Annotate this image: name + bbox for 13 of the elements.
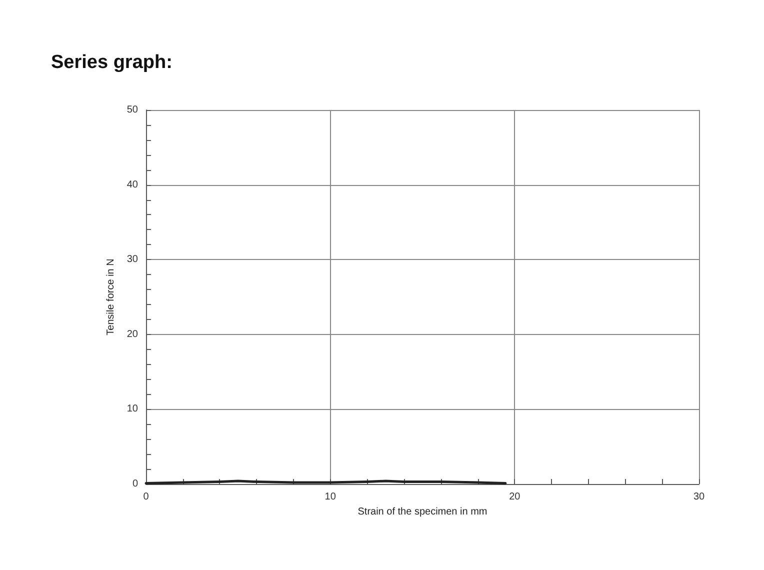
x-tick-label: 30: [693, 492, 705, 502]
y-tick-label: 20: [126, 328, 138, 340]
y-tick-label: 50: [126, 104, 138, 116]
x-axis-title: Strain of the specimen in mm: [358, 506, 488, 518]
y-tick-label: 30: [126, 254, 138, 266]
y-tick-label: 10: [126, 404, 138, 415]
chart-title: Series graph:: [51, 52, 172, 73]
y-axis-title: Tensile force in N: [105, 258, 116, 336]
y-tick-label: 40: [126, 179, 138, 190]
x-tick-label: 10: [324, 492, 336, 502]
x-tick-label: 20: [509, 492, 521, 502]
x-tick-label: 0: [143, 492, 150, 502]
y-tick-label: 0: [132, 478, 138, 490]
